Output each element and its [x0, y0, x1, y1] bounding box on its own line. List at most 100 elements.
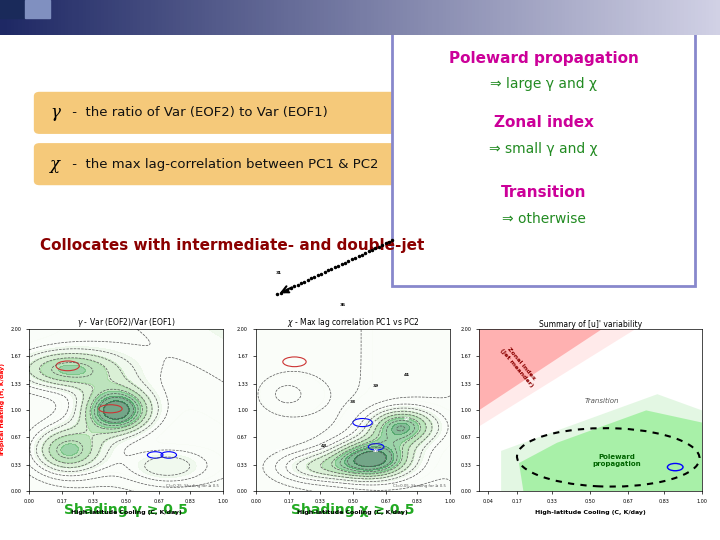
Bar — [50, 0, 54, 35]
Bar — [292, 0, 295, 35]
Bar — [479, 0, 482, 35]
Text: ⇒ large γ and χ: ⇒ large γ and χ — [490, 77, 597, 91]
Bar — [446, 0, 450, 35]
Bar — [284, 0, 288, 35]
Bar — [414, 0, 418, 35]
X-axis label: High-latitude Cooling (C, K/day): High-latitude Cooling (C, K/day) — [71, 510, 181, 515]
Text: Zonal index
(Jet meander): Zonal index (Jet meander) — [499, 344, 539, 388]
Bar — [83, 0, 86, 35]
Bar — [122, 0, 126, 35]
Bar — [36, 0, 40, 35]
Bar — [184, 0, 187, 35]
Bar — [374, 0, 378, 35]
Text: γ: γ — [50, 104, 60, 122]
Bar — [306, 0, 310, 35]
Bar — [558, 0, 562, 35]
X-axis label: High-latitude Cooling (C, K/day): High-latitude Cooling (C, K/day) — [297, 510, 408, 515]
Bar — [425, 0, 428, 35]
Bar — [580, 0, 583, 35]
Bar — [25, 0, 29, 35]
Bar — [335, 0, 338, 35]
Text: 31: 31 — [276, 271, 282, 275]
Bar — [526, 0, 529, 35]
Bar — [97, 0, 101, 35]
Bar — [389, 0, 392, 35]
Bar — [68, 0, 72, 35]
Bar — [666, 0, 670, 35]
Bar — [245, 0, 248, 35]
Bar — [587, 0, 590, 35]
Bar — [270, 0, 274, 35]
Bar — [554, 0, 558, 35]
Bar — [572, 0, 576, 35]
Bar — [349, 0, 353, 35]
Text: Poleward
propagation: Poleward propagation — [593, 454, 642, 467]
Bar — [508, 0, 511, 35]
FancyBboxPatch shape — [34, 92, 405, 134]
Bar — [418, 0, 421, 35]
Bar — [403, 0, 407, 35]
Bar — [608, 0, 612, 35]
Bar — [94, 0, 97, 35]
Bar — [482, 0, 486, 35]
Bar — [256, 0, 259, 35]
Bar — [364, 0, 367, 35]
Bar — [457, 0, 461, 35]
Bar — [594, 0, 598, 35]
Bar — [25, 0, 50, 17]
Bar — [108, 0, 112, 35]
Bar — [295, 0, 299, 35]
Bar — [40, 0, 43, 35]
Bar — [220, 0, 223, 35]
Bar — [680, 0, 684, 35]
Bar — [22, 0, 25, 35]
Bar — [4, 0, 7, 35]
Bar — [0, 0, 25, 17]
Bar — [202, 0, 205, 35]
Bar — [486, 0, 490, 35]
Bar — [144, 0, 148, 35]
Bar — [576, 0, 580, 35]
Text: Poleward propagation: Poleward propagation — [449, 51, 639, 65]
Text: 41: 41 — [404, 373, 410, 377]
Bar — [324, 0, 328, 35]
Bar — [112, 0, 115, 35]
Bar — [86, 0, 90, 35]
Bar — [392, 0, 396, 35]
Bar — [252, 0, 256, 35]
Bar — [313, 0, 317, 35]
Bar — [475, 0, 479, 35]
Bar — [382, 0, 385, 35]
Text: 50: 50 — [276, 449, 282, 453]
Bar — [76, 0, 79, 35]
Bar — [698, 0, 702, 35]
Bar — [209, 0, 212, 35]
Text: 39: 39 — [373, 384, 379, 388]
Bar — [238, 0, 241, 35]
Bar — [155, 0, 158, 35]
Bar — [590, 0, 594, 35]
Text: Transition: Transition — [501, 185, 586, 200]
Polygon shape — [519, 410, 702, 491]
Bar — [407, 0, 410, 35]
Bar — [493, 0, 497, 35]
Bar — [151, 0, 155, 35]
Bar — [605, 0, 608, 35]
Bar — [288, 0, 292, 35]
Bar — [677, 0, 680, 35]
Bar — [626, 0, 630, 35]
Bar — [72, 0, 76, 35]
Bar — [378, 0, 382, 35]
Bar — [468, 0, 472, 35]
Bar — [331, 0, 335, 35]
Bar — [281, 0, 284, 35]
Bar — [227, 0, 230, 35]
Bar — [598, 0, 601, 35]
Bar — [61, 0, 65, 35]
Bar — [223, 0, 227, 35]
Text: 43: 43 — [320, 444, 327, 448]
Bar — [515, 0, 518, 35]
Title: $\gamma$ - Var (EOF2)/Var (EOF1): $\gamma$ - Var (EOF2)/Var (EOF1) — [76, 316, 176, 329]
Polygon shape — [479, 329, 635, 427]
Bar — [7, 0, 11, 35]
